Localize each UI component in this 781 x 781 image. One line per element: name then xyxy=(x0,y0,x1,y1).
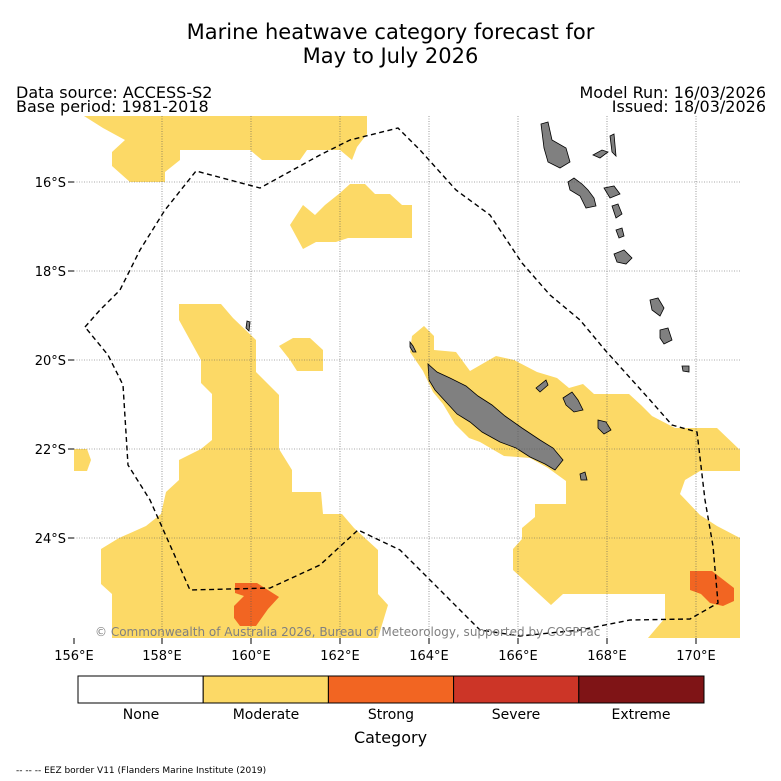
colorbar-swatch-severe xyxy=(453,675,580,704)
land-vanuatu-7 xyxy=(615,227,625,239)
lon-label: 168°E xyxy=(587,649,627,664)
land-vanuatu-4 xyxy=(567,177,597,209)
moderate-region-east xyxy=(410,326,740,638)
land-islet-4 xyxy=(597,419,612,435)
land-islet-6 xyxy=(245,320,251,332)
land-islet-8 xyxy=(659,327,673,345)
moderate-region-west-edge xyxy=(74,449,91,471)
lat-label: 18°S xyxy=(35,265,66,280)
moderate-region-southwest xyxy=(101,304,388,638)
lat-label: 24°S xyxy=(35,532,66,547)
colorbar-label-moderate: Moderate xyxy=(232,707,300,723)
colorbar-swatch-none xyxy=(77,675,204,704)
lon-label: 156°E xyxy=(54,649,94,664)
colorbar-label-extreme: Extreme xyxy=(611,707,671,723)
strong-region-east xyxy=(690,571,734,606)
lon-label: 164°E xyxy=(409,649,449,664)
land-islet-5 xyxy=(579,471,588,481)
base-period: Base period: 1981-2018 xyxy=(16,97,209,116)
lon-label: 162°E xyxy=(320,649,360,664)
lon-label: 170°E xyxy=(676,649,716,664)
copyright-notice: © Commonwealth of Australia 2026, Bureau… xyxy=(95,625,600,639)
colorbar-swatch-moderate xyxy=(202,675,329,704)
colorbar-label-none: None xyxy=(122,707,160,723)
data-source: Data source: ACCESS-S2 xyxy=(16,83,213,102)
colorbar xyxy=(77,675,705,704)
land-vanuatu-3 xyxy=(609,133,617,158)
eez-border xyxy=(84,127,719,637)
lon-label: 158°E xyxy=(142,649,182,664)
land-islet-2 xyxy=(535,379,549,393)
moderate-region-north-island xyxy=(290,184,412,249)
land-vanuatu-5 xyxy=(603,185,621,199)
colorbar-swatch-strong xyxy=(327,675,455,704)
land xyxy=(245,121,690,481)
map-title-line2: May to July 2026 xyxy=(302,44,479,68)
moderate-region-small-patch xyxy=(279,338,323,371)
colorbar-label-severe: Severe xyxy=(491,707,541,723)
lat-label: 22°S xyxy=(35,443,66,458)
colorbar-swatch-extreme xyxy=(578,675,705,704)
lon-labels: 156°E 158°E 160°E 162°E 164°E 166°E 168°… xyxy=(54,649,716,664)
eez-legend: -- -- -- EEZ border V11 (Flanders Marine… xyxy=(16,766,267,776)
issued-date: Issued: 18/03/2026 xyxy=(611,97,766,116)
land-islet-3 xyxy=(562,391,584,413)
gridlines xyxy=(74,116,740,638)
moderate-regions xyxy=(74,116,740,638)
strong-region-west xyxy=(234,583,279,626)
lon-label: 166°E xyxy=(498,649,538,664)
lat-label: 16°S xyxy=(35,176,66,191)
colorbar-title: Category xyxy=(353,728,428,747)
land-vanuatu-8 xyxy=(613,249,633,265)
land-vanuatu-2 xyxy=(592,149,609,159)
land-islet-1 xyxy=(409,340,417,353)
lat-label: 20°S xyxy=(35,354,66,369)
land-vanuatu-1 xyxy=(540,121,571,169)
lon-label: 160°E xyxy=(231,649,271,664)
strong-regions xyxy=(234,571,734,626)
model-run: Model Run: 16/03/2026 xyxy=(579,83,767,102)
land-islet-9 xyxy=(681,365,690,373)
moderate-region-north xyxy=(84,116,367,182)
colorbar-label-strong: Strong xyxy=(367,707,415,723)
land-new-caledonia xyxy=(427,363,564,471)
tick-marks xyxy=(68,181,697,644)
map-title-line1: Marine heatwave category forecast for xyxy=(186,20,595,44)
lat-labels: 16°S 18°S 20°S 22°S 24°S xyxy=(35,176,66,547)
land-vanuatu-6 xyxy=(611,203,623,219)
land-islet-7 xyxy=(649,297,665,317)
